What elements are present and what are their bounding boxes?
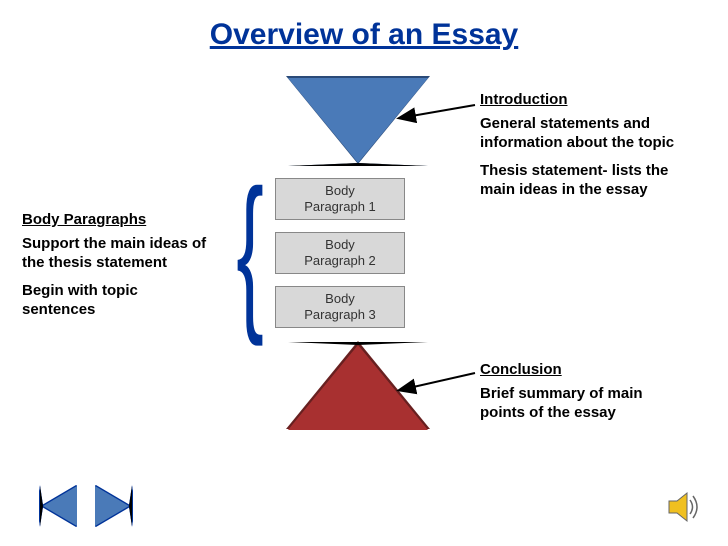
body-box-2-line2: Paragraph 2 bbox=[304, 253, 376, 269]
intro-line1: General statements and information about… bbox=[480, 114, 685, 153]
brace-icon: { bbox=[236, 164, 264, 337]
page-title: Overview of an Essay bbox=[210, 18, 519, 52]
conclusion-heading: Conclusion bbox=[480, 360, 685, 380]
intro-line2: Thesis statement- lists the main ideas i… bbox=[480, 161, 685, 200]
conclusion-line1: Brief summary of main points of the essa… bbox=[480, 384, 685, 423]
body-heading: Body Paragraphs bbox=[22, 210, 212, 230]
body-line2: Begin with topic sentences bbox=[22, 281, 212, 320]
sound-icon[interactable] bbox=[665, 488, 703, 526]
intro-heading: Introduction bbox=[480, 90, 685, 110]
intro-text-block: Introduction General statements and info… bbox=[480, 90, 685, 208]
body-text-block: Body Paragraphs Support the main ideas o… bbox=[22, 210, 212, 328]
body-box-3: Body Paragraph 3 bbox=[275, 286, 405, 328]
body-line1: Support the main ideas of the thesis sta… bbox=[22, 234, 212, 273]
body-box-2-line1: Body bbox=[325, 237, 355, 253]
nav-forward-button[interactable] bbox=[95, 486, 132, 526]
intro-triangle bbox=[288, 78, 428, 166]
body-box-2: Body Paragraph 2 bbox=[275, 232, 405, 274]
conclusion-triangle bbox=[288, 342, 428, 430]
body-box-1-line1: Body bbox=[325, 183, 355, 199]
body-box-3-line1: Body bbox=[325, 291, 355, 307]
body-box-1: Body Paragraph 1 bbox=[275, 178, 405, 220]
nav-back-button[interactable] bbox=[40, 486, 77, 526]
conclusion-text-block: Conclusion Brief summary of main points … bbox=[480, 360, 685, 431]
body-box-1-line2: Paragraph 1 bbox=[304, 199, 376, 215]
body-box-3-line2: Paragraph 3 bbox=[304, 307, 376, 323]
